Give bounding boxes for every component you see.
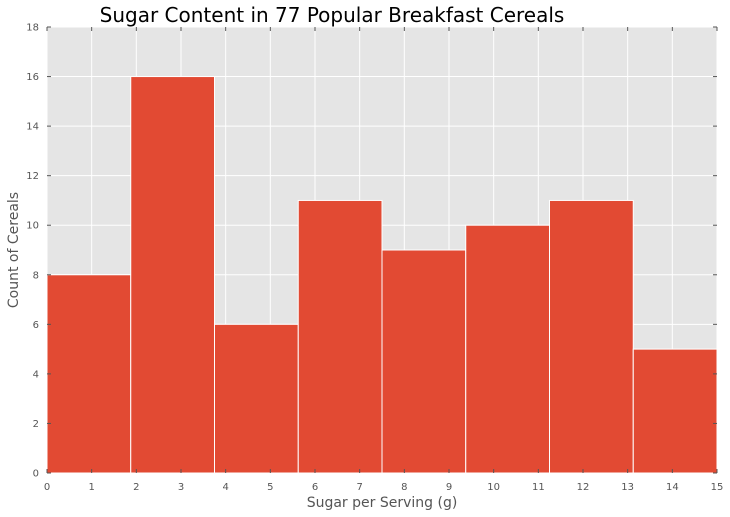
- x-tick-label: 5: [267, 482, 273, 493]
- y-tick-label: 6: [33, 320, 39, 331]
- y-tick-label: 2: [33, 419, 39, 430]
- histogram-bar: [465, 224, 550, 474]
- histogram-bar: [46, 274, 132, 474]
- y-tick-label: 16: [26, 72, 39, 83]
- y-tick-label: 10: [26, 221, 39, 232]
- y-axis-label: Count of Cereals: [6, 192, 22, 308]
- histogram-bar: [381, 249, 467, 474]
- chart-title: Sugar Content in 77 Popular Breakfast Ce…: [100, 3, 565, 27]
- tick-marks: [46, 26, 718, 474]
- x-tick-label: 2: [133, 482, 139, 493]
- x-tick-label: 13: [621, 482, 634, 493]
- y-tick-label: 4: [33, 369, 39, 380]
- y-tick-label: 8: [33, 270, 39, 281]
- x-tick-label: 9: [446, 482, 452, 493]
- x-tick-label: 3: [178, 482, 184, 493]
- x-tick-label: 1: [88, 482, 94, 493]
- x-tick-label: 8: [401, 482, 407, 493]
- bars-group: [46, 76, 718, 474]
- histogram-bar: [297, 199, 383, 474]
- x-tick-label: 11: [532, 482, 545, 493]
- y-tick-label: 18: [26, 23, 39, 34]
- x-tick-label: 4: [222, 482, 228, 493]
- x-tick-label: 15: [711, 482, 724, 493]
- x-tick-label: 10: [487, 482, 500, 493]
- y-tick-label: 0: [33, 469, 39, 480]
- histogram-bar: [214, 323, 299, 474]
- x-tick-label: 12: [577, 482, 590, 493]
- y-tick-labels: 0 2 4 6 8 10 12 14 16 18: [26, 23, 39, 480]
- x-tick-label: 0: [44, 482, 50, 493]
- x-tick-label: 14: [666, 482, 679, 493]
- x-axis-label: Sugar per Serving (g): [307, 495, 458, 511]
- x-tick-label: 7: [356, 482, 362, 493]
- histogram-bar: [632, 348, 718, 474]
- histogram-bar: [130, 76, 215, 474]
- histogram-bar: [549, 199, 634, 474]
- x-tick-label: 6: [312, 482, 318, 493]
- x-tick-labels: 0 1 2 3 4 5 6 7 8 9 10 11 12 13 14 15: [44, 482, 724, 493]
- y-tick-label: 12: [26, 171, 39, 182]
- y-tick-label: 14: [26, 122, 39, 133]
